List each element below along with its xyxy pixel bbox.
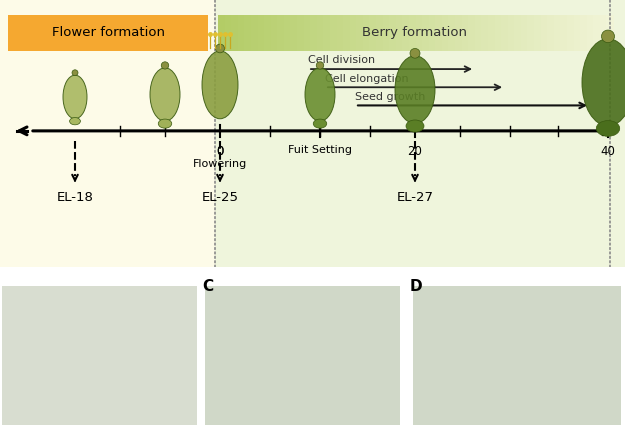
Bar — [396, 15, 403, 51]
Bar — [435, 15, 442, 51]
Bar — [304, 15, 311, 51]
Ellipse shape — [582, 39, 625, 126]
Ellipse shape — [316, 62, 324, 69]
Text: 0: 0 — [216, 145, 224, 158]
Bar — [271, 15, 278, 51]
Bar — [349, 15, 357, 51]
Bar — [488, 15, 495, 51]
Ellipse shape — [69, 117, 81, 125]
Bar — [363, 15, 370, 51]
Bar — [224, 15, 232, 51]
Bar — [238, 15, 245, 51]
Ellipse shape — [596, 120, 620, 136]
Bar — [508, 15, 515, 51]
Ellipse shape — [72, 70, 78, 76]
Text: Seed growth: Seed growth — [355, 92, 426, 102]
Bar — [600, 15, 607, 51]
Bar — [475, 15, 482, 51]
Bar — [297, 15, 304, 51]
Text: EL-25: EL-25 — [201, 191, 239, 205]
Bar — [244, 15, 251, 51]
Ellipse shape — [63, 75, 87, 119]
Text: Berry formation: Berry formation — [362, 26, 468, 39]
Bar — [413, 286, 621, 425]
Ellipse shape — [158, 119, 172, 128]
Ellipse shape — [202, 51, 238, 119]
Bar — [528, 15, 534, 51]
Bar — [376, 15, 383, 51]
Text: Cell elongation: Cell elongation — [325, 74, 409, 83]
Bar — [205, 286, 400, 425]
Ellipse shape — [410, 49, 420, 58]
Bar — [8, 15, 208, 51]
Text: D: D — [410, 279, 422, 294]
Text: Flowering: Flowering — [193, 159, 247, 169]
Bar — [481, 15, 488, 51]
Bar — [501, 15, 508, 51]
Ellipse shape — [305, 68, 335, 121]
Text: 20: 20 — [408, 145, 422, 158]
Bar — [231, 15, 238, 51]
Bar — [310, 15, 318, 51]
Ellipse shape — [313, 119, 327, 128]
Bar — [587, 15, 594, 51]
Bar — [547, 15, 554, 51]
Bar — [264, 15, 271, 51]
Bar — [580, 15, 587, 51]
Ellipse shape — [406, 120, 424, 132]
Bar — [606, 15, 614, 51]
Ellipse shape — [601, 30, 614, 43]
Bar — [422, 15, 429, 51]
Bar — [278, 15, 284, 51]
Text: 40: 40 — [601, 145, 616, 158]
Text: 0: 0 — [216, 145, 224, 158]
Ellipse shape — [150, 68, 180, 121]
Bar — [251, 15, 258, 51]
Text: C: C — [202, 279, 213, 294]
Bar — [514, 15, 521, 51]
Bar — [448, 15, 456, 51]
Ellipse shape — [395, 56, 435, 123]
Bar — [330, 15, 337, 51]
Bar — [389, 15, 396, 51]
Bar — [554, 15, 561, 51]
Bar — [593, 15, 601, 51]
Bar — [442, 15, 449, 51]
Bar — [416, 15, 422, 51]
Bar — [455, 15, 462, 51]
Bar — [356, 15, 363, 51]
Text: EL-18: EL-18 — [57, 191, 94, 205]
Bar — [561, 15, 568, 51]
Bar — [336, 15, 344, 51]
Bar — [218, 15, 225, 51]
Bar — [291, 15, 298, 51]
Bar — [215, 0, 625, 267]
Bar — [567, 15, 574, 51]
Text: EL-27: EL-27 — [396, 191, 434, 205]
Bar — [402, 15, 409, 51]
Bar — [2, 286, 197, 425]
Text: Fuit Setting: Fuit Setting — [288, 145, 352, 155]
Bar — [382, 15, 389, 51]
Bar — [541, 15, 548, 51]
Ellipse shape — [216, 44, 224, 53]
Bar — [284, 15, 291, 51]
Bar — [343, 15, 350, 51]
Text: Flower formation: Flower formation — [51, 26, 164, 39]
Bar — [323, 15, 331, 51]
Bar — [409, 15, 416, 51]
Ellipse shape — [161, 62, 169, 69]
Bar — [534, 15, 541, 51]
Bar — [494, 15, 502, 51]
Bar — [462, 15, 469, 51]
Bar — [369, 15, 376, 51]
Bar — [258, 15, 264, 51]
Bar — [0, 0, 215, 267]
Bar — [574, 15, 581, 51]
Text: Cell division: Cell division — [308, 55, 375, 65]
Bar — [317, 15, 324, 51]
Bar — [429, 15, 436, 51]
Bar — [468, 15, 475, 51]
Bar — [521, 15, 528, 51]
